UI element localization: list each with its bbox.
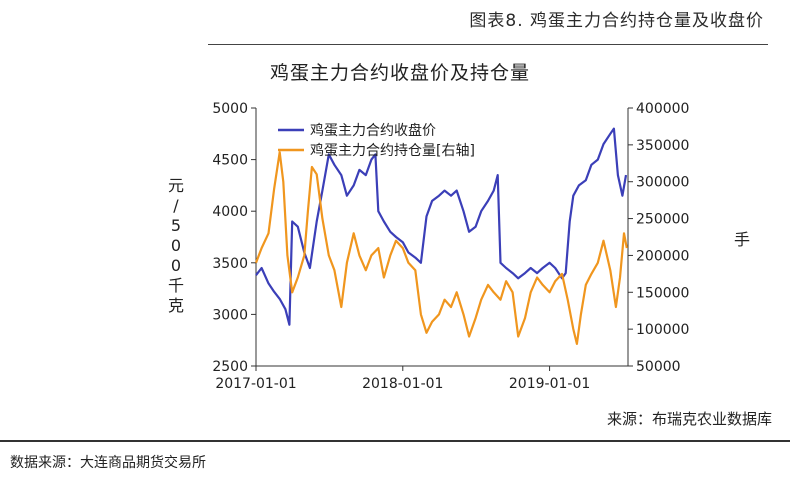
right-tick-label: 350000: [636, 138, 689, 154]
left-tick-label: 3500: [212, 256, 248, 272]
left-axis-label-char: 0: [170, 236, 182, 255]
left-tick-label: 4500: [212, 153, 248, 169]
price-series-line: [255, 127, 628, 326]
top-divider: [208, 44, 768, 45]
right-tick-label: 250000: [636, 212, 689, 228]
right-tick-label: 50000: [636, 359, 681, 375]
right-tick-label: 200000: [636, 248, 689, 264]
right-tick-label: 300000: [636, 175, 689, 191]
open-interest-series-line: [254, 151, 628, 345]
left-axis-label-char: /: [173, 196, 179, 215]
left-axis-label: 元/5 0 0 千克: [166, 176, 186, 316]
chart-source-note: 来源：布瑞克农业数据库: [606, 410, 772, 428]
left-axis-label-char: 元: [167, 176, 184, 195]
right-axis-label: 手: [734, 230, 751, 249]
figure-title: 图表8. 鸡蛋主力合约持仓量及收盘价: [469, 11, 764, 31]
left-tick-label: 4000: [212, 204, 248, 220]
data-source-note: 数据来源：大连商品期货交易所: [10, 455, 206, 471]
right-tick-label: 150000: [636, 285, 689, 301]
x-tick-label: 2019-01-01: [509, 376, 590, 392]
left-tick-label: 3000: [212, 307, 248, 323]
x-tick-label: 2017-01-01: [215, 376, 296, 392]
bottom-divider: [0, 440, 790, 442]
x-tick-label: 2018-01-01: [362, 376, 443, 392]
right-tick-label: 400000: [636, 101, 689, 117]
legend-label: 鸡蛋主力合约收盘价: [310, 122, 436, 139]
left-axis-label-char: 0: [170, 256, 182, 275]
chart-title: 鸡蛋主力合约收盘价及持仓量: [269, 62, 530, 84]
legend-label: 鸡蛋主力合约持仓量[右轴]: [310, 142, 475, 159]
left-axis-label-char: 5: [170, 216, 182, 235]
left-tick-label: 5000: [212, 101, 248, 117]
right-tick-label: 100000: [636, 322, 689, 338]
left-axis-label-char: 克: [167, 296, 184, 315]
left-axis-label-char: 千: [167, 276, 184, 295]
left-tick-label: 2500: [212, 359, 248, 375]
